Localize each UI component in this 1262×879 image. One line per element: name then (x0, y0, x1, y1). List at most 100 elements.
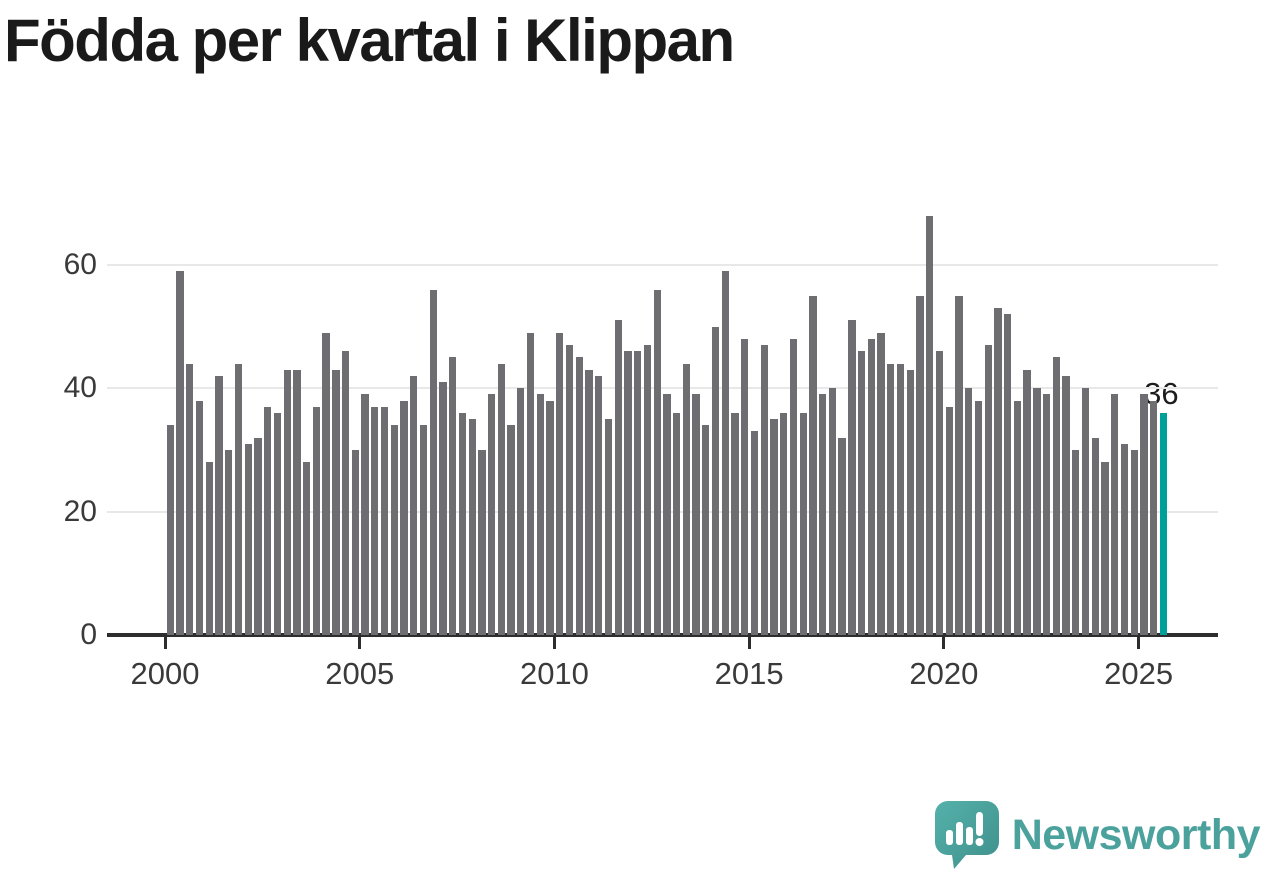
bar (770, 419, 778, 635)
bar (341, 351, 350, 635)
last-value-label: 36 (1144, 375, 1179, 411)
bar (1052, 357, 1060, 635)
bar (643, 345, 652, 635)
bar (312, 406, 321, 635)
bar (565, 345, 574, 635)
bar (702, 425, 710, 635)
logo-bar-chart-glyph (945, 812, 984, 846)
bar (1091, 437, 1099, 635)
bar (1130, 449, 1138, 635)
bar (916, 295, 924, 635)
bar (595, 375, 603, 635)
bar (965, 388, 973, 635)
x-axis-tick-2025 (1137, 637, 1141, 649)
x-axis-label-2005: 2005 (325, 656, 395, 691)
bar (809, 295, 817, 635)
y-axis-label-40: 40 (63, 371, 97, 405)
bar (1140, 394, 1148, 635)
bar (906, 369, 914, 635)
bar (293, 369, 301, 635)
bar (497, 363, 506, 635)
x-axis-label-2025: 2025 (1104, 656, 1174, 691)
bar (273, 412, 282, 635)
bar (789, 338, 798, 635)
bar (750, 431, 759, 635)
bar (945, 406, 953, 635)
bar (166, 425, 174, 635)
bar (984, 345, 992, 635)
gridline-y20 (107, 510, 1218, 513)
bar (380, 406, 389, 635)
bar (1003, 314, 1012, 635)
bar (468, 419, 476, 635)
bar (283, 369, 291, 635)
exclamation-dot (975, 838, 984, 846)
bar (332, 369, 340, 635)
y-axis-label-60: 60 (63, 247, 97, 281)
bar (1023, 369, 1031, 635)
bar-highlighted (1159, 412, 1168, 635)
bar (429, 289, 437, 635)
newsworthy-logo-icon (934, 801, 999, 869)
x-axis-label-2000: 2000 (130, 656, 200, 691)
bar (838, 437, 846, 635)
bar (478, 449, 486, 635)
bar (536, 394, 544, 635)
bar (848, 320, 856, 635)
bar (390, 425, 398, 635)
bar (322, 332, 330, 635)
bar (819, 394, 827, 635)
bar (526, 332, 535, 635)
bar (624, 351, 632, 635)
bar (546, 400, 554, 635)
bar (186, 363, 194, 635)
newsworthy-logo: Newsworthy (934, 800, 1261, 870)
bar (517, 388, 525, 635)
bar (877, 332, 885, 635)
bar (264, 406, 272, 635)
gridline-y40 (107, 387, 1218, 390)
bar (1072, 449, 1080, 635)
gridline-y60 (107, 263, 1218, 266)
bar (994, 308, 1002, 635)
bar (176, 271, 184, 635)
bar (439, 382, 447, 635)
bar (254, 437, 262, 635)
bar (575, 357, 583, 635)
bar (614, 320, 622, 635)
bar (828, 388, 837, 635)
x-axis-tick-2000 (163, 637, 167, 649)
bar (711, 326, 720, 635)
x-axis-label-2020: 2020 (909, 656, 979, 691)
bar (731, 412, 739, 635)
bar (760, 345, 768, 635)
bar (225, 449, 233, 635)
bar (1013, 400, 1022, 635)
bar (741, 338, 749, 635)
x-axis-label-2015: 2015 (714, 656, 784, 691)
x-axis-tick-2020 (942, 637, 946, 649)
bar (1111, 394, 1119, 635)
bar (672, 412, 681, 635)
bar (1120, 443, 1129, 635)
bar (195, 400, 204, 635)
bar (400, 400, 408, 635)
bar (653, 289, 661, 635)
bar (351, 449, 359, 635)
y-axis-label-0: 0 (80, 618, 97, 651)
bar (692, 394, 700, 635)
bar (721, 271, 729, 635)
bar (361, 394, 369, 635)
bar (215, 375, 223, 635)
bar (634, 351, 642, 635)
newsworthy-wordmark: Newsworthy (1011, 810, 1261, 859)
x-axis-tick-2005 (358, 637, 362, 649)
y-axis-label-20: 20 (63, 494, 97, 528)
bar (244, 443, 252, 635)
bar (1062, 375, 1070, 635)
x-axis-line (107, 633, 1218, 637)
bar (926, 215, 934, 635)
bar (867, 338, 875, 635)
bar (955, 295, 963, 635)
